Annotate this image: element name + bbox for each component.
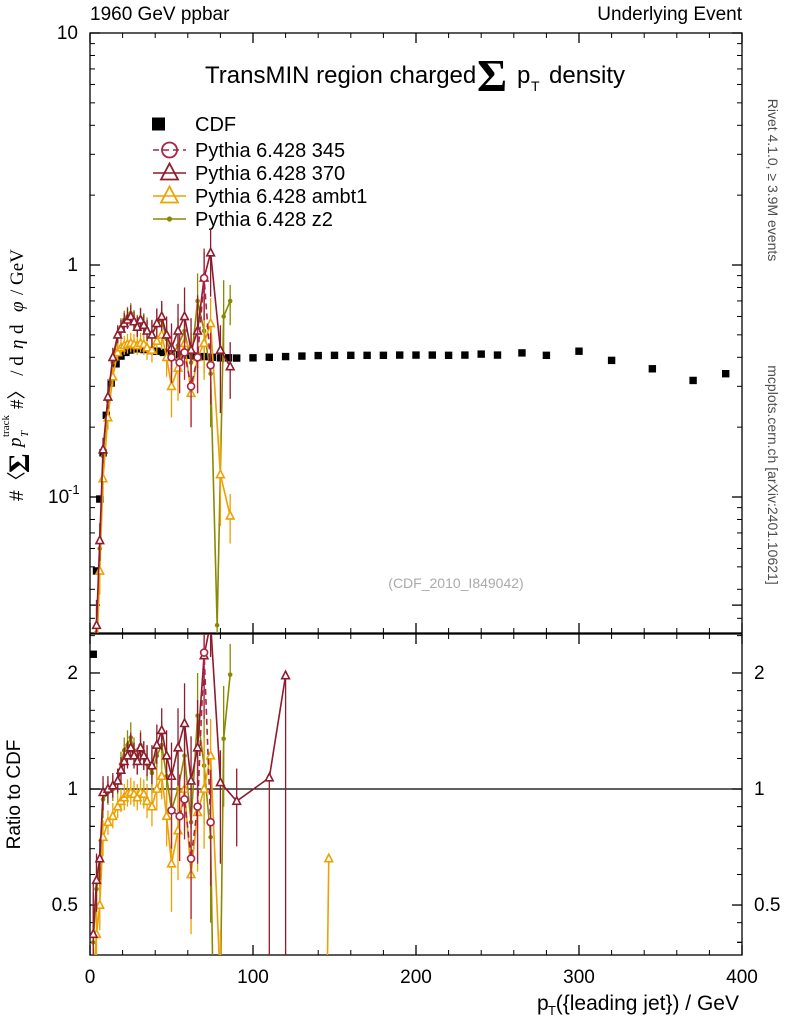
svg-text:10: 10 xyxy=(48,487,69,508)
svg-text:T: T xyxy=(548,1003,556,1018)
svg-text:1960 GeV ppbar: 1960 GeV ppbar xyxy=(90,4,230,25)
svg-text:track: track xyxy=(0,415,12,437)
svg-text:Pythia 6.428 345: Pythia 6.428 345 xyxy=(195,140,345,162)
svg-text:-1: -1 xyxy=(68,482,80,497)
svg-text:d: d xyxy=(7,324,28,334)
svg-text:(CDF_2010_I849042): (CDF_2010_I849042) xyxy=(388,575,523,591)
svg-text:p: p xyxy=(537,992,549,1015)
svg-text:Underlying Event: Underlying Event xyxy=(597,4,742,25)
svg-text:1: 1 xyxy=(754,779,765,800)
svg-text:300: 300 xyxy=(563,967,595,988)
svg-text:2: 2 xyxy=(754,663,765,684)
svg-text:0.5: 0.5 xyxy=(52,895,78,916)
svg-text:TransMIN region charged: TransMIN region charged xyxy=(205,62,476,89)
svg-text:0.5: 0.5 xyxy=(754,895,780,916)
svg-text:1: 1 xyxy=(67,255,78,276)
svg-text:10: 10 xyxy=(57,23,78,44)
svg-text:100: 100 xyxy=(237,967,269,988)
svg-text:Ratio to CDF: Ratio to CDF xyxy=(4,740,25,850)
svg-text:p: p xyxy=(517,62,530,89)
svg-text:Σ: Σ xyxy=(3,453,36,473)
svg-text:2: 2 xyxy=(67,663,78,684)
svg-text:1: 1 xyxy=(67,779,78,800)
svg-text:#〈: #〈 xyxy=(6,471,28,501)
svg-text:200: 200 xyxy=(400,967,432,988)
svg-text:T: T xyxy=(531,78,540,94)
svg-text:φ: φ xyxy=(7,301,28,312)
svg-text:Rivet 4.1.0, ≥ 3.9M events: Rivet 4.1.0, ≥ 3.9M events xyxy=(765,99,781,262)
svg-text:η: η xyxy=(7,340,28,349)
svg-text:/ GeV: / GeV xyxy=(7,249,28,295)
svg-text:Pythia 6.428 370: Pythia 6.428 370 xyxy=(195,163,345,185)
svg-text:Pythia 6.428 z2: Pythia 6.428 z2 xyxy=(195,209,333,231)
svg-text:400: 400 xyxy=(726,967,758,988)
svg-text:0: 0 xyxy=(85,967,96,988)
svg-text:Σ: Σ xyxy=(477,50,507,101)
svg-text:({leading jet}) / GeV: ({leading jet}) / GeV xyxy=(556,992,739,1015)
svg-text:#〉 / d: #〉 / d xyxy=(6,356,28,409)
svg-text:density: density xyxy=(549,62,625,89)
svg-text:p: p xyxy=(5,438,26,450)
svg-text:Pythia 6.428 ambt1: Pythia 6.428 ambt1 xyxy=(195,186,367,208)
svg-text:mcplots.cern.ch [arXiv:2401.10: mcplots.cern.ch [arXiv:2401.10621] xyxy=(765,365,781,584)
svg-text:T: T xyxy=(19,430,31,437)
svg-text:CDF: CDF xyxy=(195,114,236,136)
